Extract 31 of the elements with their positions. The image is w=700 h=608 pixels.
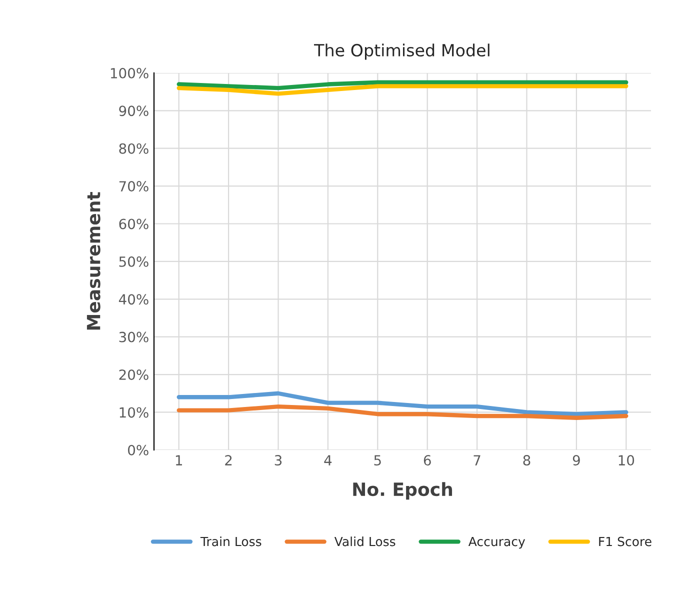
- x-tick-label: 3: [274, 455, 282, 466]
- x-tick-label: 9: [572, 455, 580, 466]
- y-tick-label: 100%: [110, 68, 148, 78]
- y-tick-label: 90%: [119, 106, 148, 116]
- legend-label: Train Loss: [200, 536, 262, 546]
- line-series: [176, 404, 628, 420]
- line-series: [176, 84, 628, 96]
- legend-label: F1 Score: [599, 536, 652, 546]
- x-tick-label: 6: [424, 455, 431, 466]
- y-tick-label: 70%: [119, 181, 148, 192]
- y-tick-label: 40%: [118, 294, 148, 305]
- line-series: [176, 391, 628, 416]
- x-tick-label: 1: [176, 455, 182, 466]
- y-tick-label: 10%: [120, 407, 148, 418]
- x-tick-label: 10: [618, 455, 634, 466]
- x-axis-title: No. Epoch: [353, 482, 452, 500]
- y-tick-label: 20%: [119, 369, 148, 380]
- x-tick-label: 7: [474, 455, 480, 466]
- y-tick-label: 30%: [119, 332, 148, 342]
- y-tick-label: 60%: [119, 218, 148, 230]
- x-tick-label: 2: [225, 455, 232, 466]
- x-tick-label: 4: [324, 455, 332, 466]
- y-tick-label: 50%: [119, 256, 148, 267]
- legend-label: Valid Loss: [334, 536, 396, 546]
- legend-label: Accuracy: [468, 536, 526, 549]
- y-tick-label: 80%: [119, 143, 148, 154]
- y-axis-title: Measurement: [86, 192, 100, 330]
- x-tick-label: 5: [374, 455, 381, 466]
- y-tick-label: 0%: [128, 444, 148, 456]
- x-tick-label: 8: [523, 455, 530, 466]
- chart-title: The Optimised Model: [314, 44, 490, 60]
